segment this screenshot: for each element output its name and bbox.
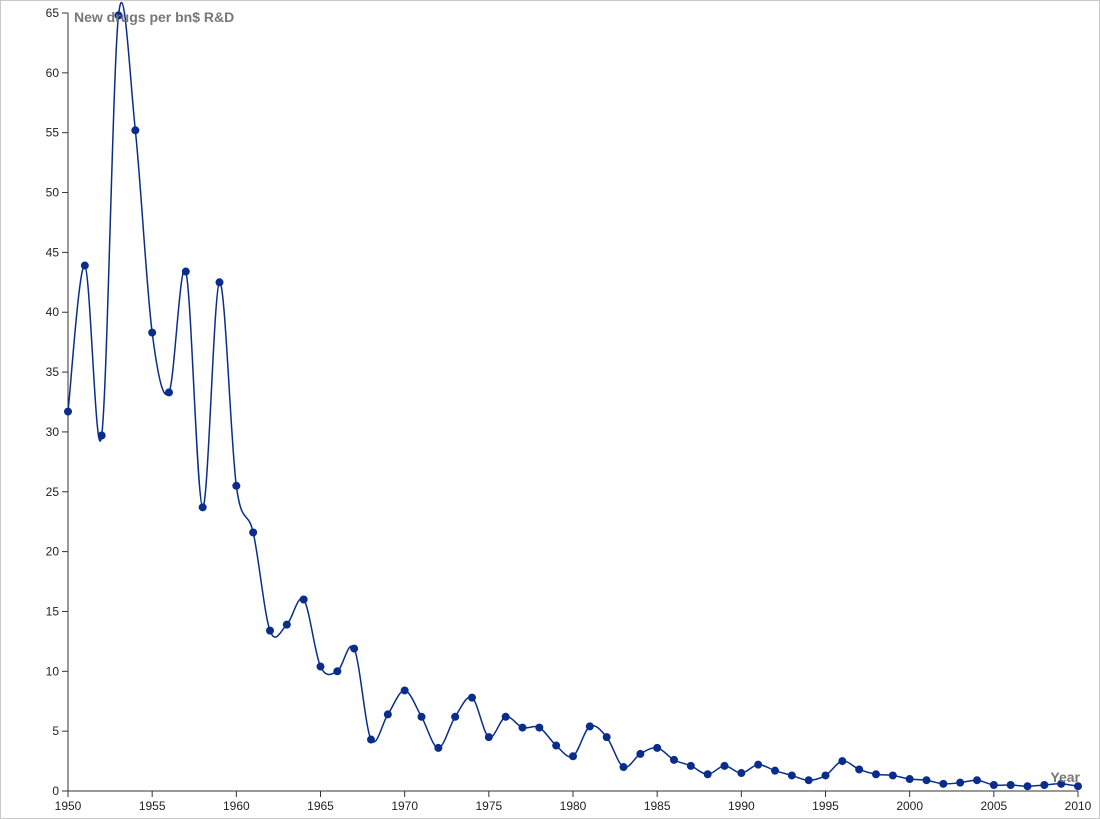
y-tick-label: 15 [46,604,60,618]
x-tick-label: 1975 [475,799,502,813]
point [1074,782,1082,791]
point [804,776,813,785]
x-tick-label: 1980 [560,799,587,813]
y-tick-label: 20 [46,545,60,559]
x-tick-label: 1995 [812,799,839,813]
x-tick-label: 2000 [896,799,923,813]
x-tick-label: 1965 [307,799,334,813]
point [114,11,123,20]
point [249,528,258,537]
point [518,723,527,732]
y-tick-label: 65 [46,6,60,20]
point [585,722,594,731]
point [771,766,779,775]
x-tick-label: 1985 [644,799,671,813]
point [703,770,712,779]
point [299,595,308,604]
point [80,261,89,270]
point [400,686,409,695]
point [787,771,796,780]
point [1006,781,1015,790]
point [956,778,965,787]
y-tick-label: 45 [46,245,60,259]
point [888,771,897,780]
y-tick-label: 60 [46,66,60,80]
point [316,662,325,671]
point [720,761,729,770]
x-tick-label: 1960 [223,799,250,813]
axes: 0 5 10 15 20 25 30 35 40 45 50 55 60 65 1950 1955 1960 19… [46,6,1092,813]
point [232,481,241,490]
x-tick-label: 1990 [728,799,755,813]
point [922,776,931,785]
point [468,693,476,702]
point [501,712,510,721]
point [97,431,106,440]
point [181,267,190,276]
point [670,755,678,764]
point [653,743,662,752]
point [350,644,359,653]
point [484,733,493,742]
point [535,723,544,732]
point [266,626,274,635]
y-tick-label: 30 [46,425,60,439]
y-tick-label: 55 [46,126,60,140]
point [131,126,140,135]
point [367,735,375,744]
y-tick-label: 40 [46,305,60,319]
point [333,667,342,676]
x-tick-label: 2005 [980,799,1007,813]
point [165,388,173,397]
point [855,765,864,774]
point [737,769,746,778]
point [569,752,577,761]
x-tick-label: 1955 [139,799,166,813]
point [872,770,880,779]
point [989,781,998,790]
point [417,712,426,721]
point [552,741,561,750]
point [148,328,157,337]
y-tick-label: 10 [46,664,60,678]
point [1040,781,1049,790]
point [686,761,695,770]
point [64,407,72,416]
point [215,278,224,287]
point [434,743,443,752]
point [282,620,291,629]
point [1057,779,1066,788]
y-axis-title: New drugs per bn$ R&D [74,9,234,25]
y-tick-label: 35 [46,365,60,379]
point [383,710,392,719]
point [451,712,460,721]
x-tick-label: 1950 [55,799,82,813]
point [636,749,645,758]
y-tick-label: 50 [46,186,60,200]
x-tick-label: 2010 [1065,799,1092,813]
point [198,503,207,512]
point [821,771,830,780]
point [602,733,611,742]
point [939,779,948,788]
point [1023,782,1032,791]
x-tick-label: 1970 [391,799,418,813]
point [754,760,763,769]
x-axis-title: Year [1050,769,1080,785]
point [973,776,981,785]
y-tick-label: 25 [46,485,60,499]
point [838,757,847,766]
point [619,763,628,772]
y-tick-label: 0 [52,784,59,798]
plot [64,1,1082,791]
point [905,775,914,784]
y-tick-label: 5 [52,724,59,738]
